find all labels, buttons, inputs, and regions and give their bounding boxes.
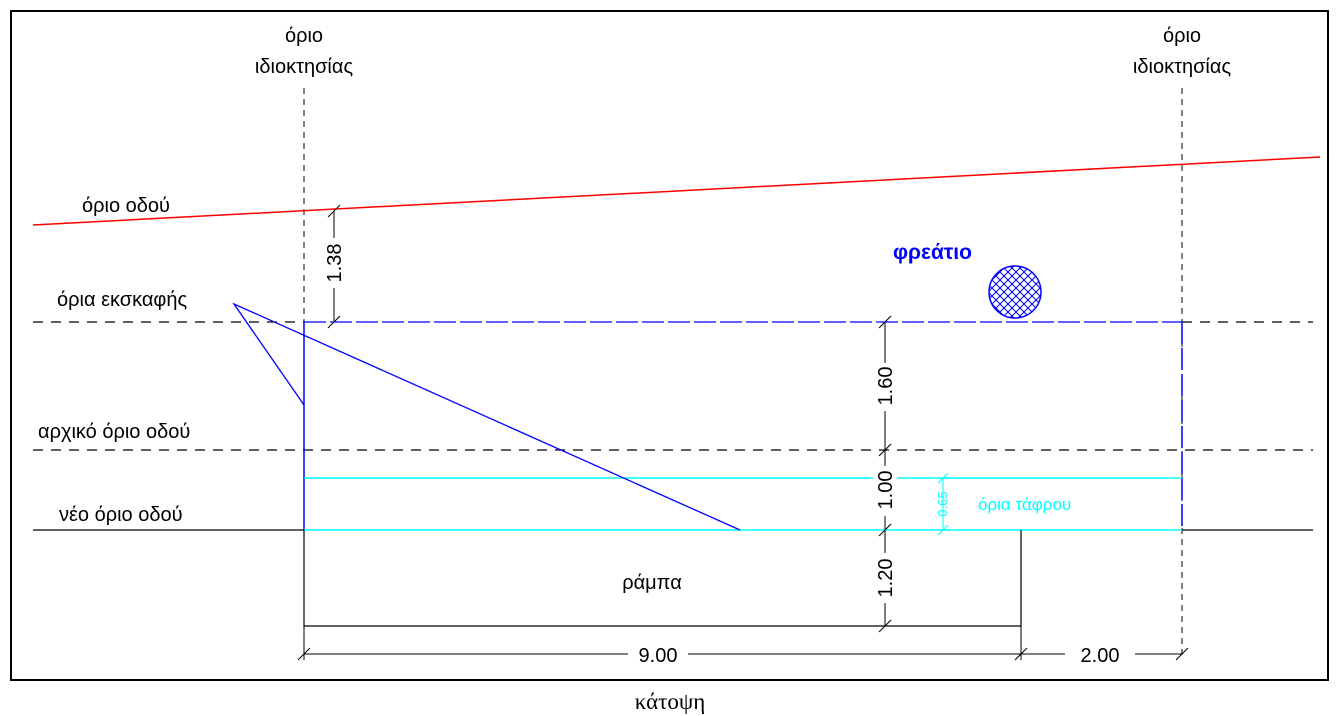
dimension-road-offset: [322, 204, 346, 329]
manhole-symbol: [988, 265, 1042, 319]
excavation-leader-lines: [232, 302, 741, 531]
new-road-limit-label: νέο όριο οδού: [59, 504, 183, 526]
dimension-trench-width: [937, 472, 949, 536]
dimension-road-offset-label: 1.38: [324, 244, 346, 283]
property-limit-right-label-line1: όριο: [1163, 25, 1201, 47]
dimension-ramp-length-label: 9.00: [639, 645, 678, 667]
dimension-chain-vertical: [873, 315, 897, 633]
drawing-frame: [10, 10, 1329, 681]
dimension-ramp-to-boundary-label: 2.00: [1081, 645, 1120, 667]
ramp-outline: [303, 530, 1022, 627]
dimension-trench-width-label: 0.65: [935, 491, 950, 516]
ramp-label: ράμπα: [622, 572, 682, 594]
road-limit-label: όριο οδού: [82, 195, 170, 217]
dimension-original-to-new-label: 1.00: [875, 471, 897, 510]
excavation-limits-label: όρια εκσκαφής: [57, 289, 187, 311]
caption: κάτοψη: [635, 689, 706, 714]
manhole-label: φρεάτιο: [893, 241, 972, 264]
property-limit-right-label-line2: ιδιοκτησίας: [1133, 56, 1232, 78]
original-road-limit-label: αρχικό όριο οδού: [38, 421, 190, 443]
trench-limits-label: όρια τάφρου: [978, 495, 1071, 514]
dimension-chain-horizontal: [297, 626, 1189, 666]
road-limit-line: [32, 156, 1321, 226]
property-limit-left-label-line1: όριο: [285, 25, 323, 47]
dimension-new-to-ramp-end-label: 1.20: [875, 559, 897, 598]
dimension-excavation-to-original-label: 1.60: [875, 367, 897, 406]
property-limit-left-label-line2: ιδιοκτησίας: [255, 56, 354, 78]
